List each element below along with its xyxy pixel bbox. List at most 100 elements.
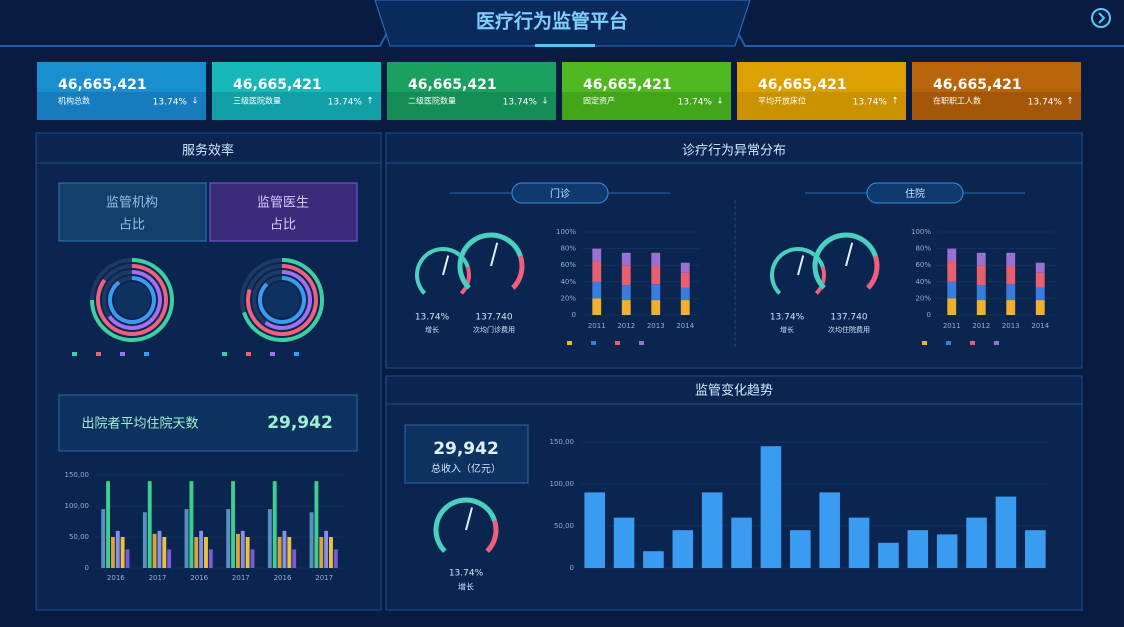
x-tick-label: 2014 <box>1031 322 1049 330</box>
bar-segment <box>651 300 661 315</box>
kpi-value: 46,665,421 <box>933 77 1022 93</box>
gauge-arc <box>457 232 523 290</box>
panel-title: 服务效率 <box>182 143 234 159</box>
bar <box>208 549 213 568</box>
bar-segment <box>592 281 602 299</box>
bar <box>672 530 694 568</box>
bar <box>101 509 106 568</box>
gauge-arc <box>866 255 880 290</box>
stat-value: 29,942 <box>433 439 499 459</box>
legend-swatch <box>72 352 77 356</box>
nav-icon <box>1098 12 1106 24</box>
kpi-value: 46,665,421 <box>58 77 147 93</box>
bar <box>194 537 199 568</box>
button-label: 监管机构 <box>106 196 158 211</box>
gauge-label: 次均住院费用 <box>828 325 870 334</box>
page-title: 医疗行为监管平台 <box>476 10 628 33</box>
bar <box>245 537 250 568</box>
bar-segment <box>1006 252 1016 267</box>
x-tick-label: 2011 <box>943 322 961 330</box>
ring-core <box>264 282 300 318</box>
bar <box>319 537 324 568</box>
bar <box>584 492 605 568</box>
bar <box>272 481 277 568</box>
bar <box>936 534 958 568</box>
bar-segment <box>947 261 957 282</box>
kpi-card-shade <box>912 92 1081 120</box>
bar <box>115 530 120 568</box>
bar <box>277 537 282 568</box>
kpi-value: 46,665,421 <box>758 77 847 93</box>
stat-box <box>404 424 529 484</box>
bar-segment <box>1035 287 1045 301</box>
panel-title: 监管变化趋势 <box>695 383 773 399</box>
gauge-label: 增长 <box>780 325 794 334</box>
gauge-value: 13.74% <box>449 569 484 579</box>
gauge-needle <box>797 255 805 276</box>
x-tick-label: 2016 <box>107 574 125 582</box>
bar <box>125 549 130 568</box>
bar-segment <box>680 272 690 288</box>
ring-arc <box>108 276 156 324</box>
ring-arc <box>242 258 324 342</box>
bar <box>106 481 110 568</box>
bar <box>613 517 635 568</box>
bar <box>878 542 899 568</box>
bar-segment <box>621 265 631 286</box>
stat-value: 29,942 <box>267 413 333 433</box>
bar-segment <box>947 248 957 262</box>
y-tick-label: 40% <box>915 278 931 286</box>
y-tick-label: 0 <box>85 564 89 572</box>
kpi-change: 13.74% <box>328 98 363 108</box>
bar <box>120 537 125 568</box>
kpi-card-shade <box>37 92 206 120</box>
gauge-needle <box>465 507 473 531</box>
y-tick-label: 100% <box>911 228 931 236</box>
bar-segment <box>976 252 986 266</box>
kpi-change: 13.74% <box>853 98 888 108</box>
kpi-label: 三级医院数量 <box>233 96 281 106</box>
kpi-label: 在职职工人数 <box>933 96 981 106</box>
kpi-label: 二级医院数量 <box>408 96 456 106</box>
x-tick-label: 2016 <box>274 574 292 582</box>
bar <box>189 481 194 568</box>
bar <box>333 549 338 568</box>
nav-button[interactable] <box>1091 8 1111 28</box>
kpi-trend: ↓ <box>716 97 724 107</box>
y-tick-label: 150,00 <box>550 438 575 446</box>
panel <box>385 375 1083 611</box>
bar-segment <box>651 266 661 285</box>
kpi-change: 13.74% <box>153 98 188 108</box>
bar-segment <box>1006 284 1016 301</box>
bar <box>701 492 723 568</box>
gauge-needle <box>442 255 450 276</box>
section-pill <box>866 182 964 204</box>
bar-segment <box>680 287 690 301</box>
gauge-value: 137.740 <box>475 313 512 323</box>
y-tick-label: 60% <box>915 261 931 269</box>
legend-swatch <box>246 352 251 356</box>
bar <box>147 481 152 568</box>
toggle-button[interactable] <box>209 182 358 242</box>
x-tick-label: 2012 <box>972 322 990 330</box>
bar-segment <box>680 300 690 315</box>
x-tick-label: 2017 <box>315 574 333 582</box>
gauge-value: 13.74% <box>770 313 805 323</box>
bar <box>309 512 314 568</box>
kpi-label: 固定资产 <box>583 96 615 106</box>
bar <box>204 537 208 568</box>
x-tick-label: 2013 <box>1002 322 1020 330</box>
y-tick-label: 0 <box>570 564 574 572</box>
legend-swatch <box>144 352 149 356</box>
bar-segment <box>947 281 957 299</box>
bar <box>184 509 189 568</box>
bar <box>167 549 172 568</box>
toggle-button[interactable] <box>58 182 207 242</box>
y-tick-label: 40% <box>560 278 576 286</box>
x-tick-label: 2012 <box>617 322 635 330</box>
legend-swatch <box>994 341 999 345</box>
bar-segment <box>1006 300 1016 315</box>
button-label: 监管医生 <box>257 196 309 211</box>
bar <box>966 517 987 568</box>
bar <box>848 517 870 568</box>
